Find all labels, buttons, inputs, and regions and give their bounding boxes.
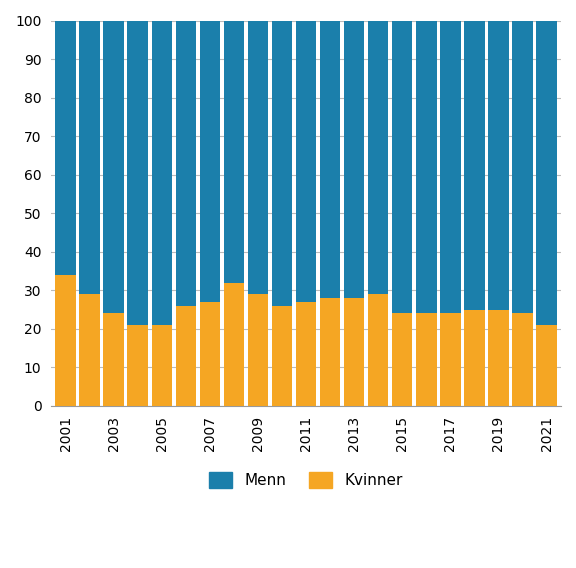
Bar — [176, 20, 196, 306]
Bar — [512, 20, 533, 314]
Bar — [79, 20, 100, 294]
Bar — [127, 325, 148, 406]
Legend: Menn, Kvinner: Menn, Kvinner — [203, 466, 409, 495]
Bar — [272, 306, 292, 406]
Bar — [176, 306, 196, 406]
Bar — [440, 20, 461, 314]
Bar — [488, 20, 509, 310]
Bar — [392, 314, 412, 406]
Bar — [416, 314, 437, 406]
Bar — [127, 20, 148, 325]
Bar — [223, 282, 244, 406]
Bar — [223, 20, 244, 282]
Bar — [296, 302, 316, 406]
Bar — [200, 20, 220, 302]
Bar — [272, 20, 292, 306]
Bar — [248, 20, 268, 294]
Bar — [104, 314, 124, 406]
Bar — [344, 20, 365, 298]
Bar — [320, 20, 340, 298]
Bar — [151, 325, 172, 406]
Bar — [368, 20, 388, 294]
Bar — [536, 325, 557, 406]
Bar — [200, 302, 220, 406]
Bar — [392, 20, 412, 314]
Bar — [464, 20, 484, 310]
Bar — [536, 20, 557, 325]
Bar — [416, 20, 437, 314]
Bar — [296, 20, 316, 302]
Bar — [79, 294, 100, 406]
Bar — [368, 294, 388, 406]
Bar — [104, 20, 124, 314]
Bar — [440, 314, 461, 406]
Bar — [488, 310, 509, 406]
Bar — [344, 298, 365, 406]
Bar — [464, 310, 484, 406]
Bar — [55, 20, 76, 275]
Bar — [512, 314, 533, 406]
Bar — [151, 20, 172, 325]
Bar — [320, 298, 340, 406]
Bar — [55, 275, 76, 406]
Bar — [248, 294, 268, 406]
